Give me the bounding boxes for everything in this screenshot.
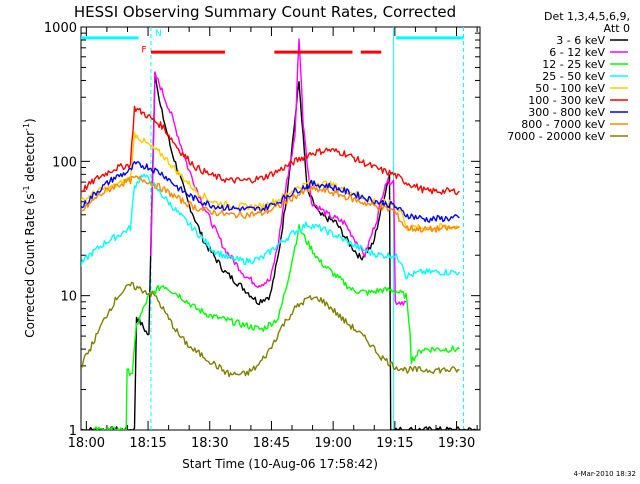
y-tick-label: 1 — [69, 424, 77, 439]
plot-frame — [80, 26, 481, 431]
x-tick-label: 18:00 — [68, 436, 105, 451]
series-line-4 — [81, 131, 460, 232]
y-tick-label: 1000 — [44, 21, 77, 36]
x-axis-label: Start Time (10-Aug-06 17:58:42) — [182, 457, 378, 471]
svg-text:Corrected Count Rate (s-1 dete: Corrected Count Rate (s-1 detector-1) — [22, 118, 37, 337]
legend-header-line: Det 1,3,4,5,6,9, — [544, 10, 630, 23]
chart-title: HESSI Observing Summary Count Rates, Cor… — [74, 3, 456, 21]
series-line-5 — [81, 105, 460, 196]
ylabel-part-mid: detector — [23, 131, 37, 186]
legend-entry-label: 50 - 100 keV — [535, 82, 605, 95]
legend-entry-label: 7000 - 20000 keV — [507, 130, 605, 143]
x-tick-label: 19:00 — [314, 436, 351, 451]
series-line-1 — [150, 38, 407, 306]
legend-entry-label: 12 - 25 keV — [542, 58, 605, 71]
y-axis-label: Corrected Count Rate (s-1 detector-1) — [22, 118, 37, 337]
legend-entry-label: 25 - 50 keV — [542, 70, 605, 83]
series-line-3 — [81, 173, 461, 280]
y-tick-label: 10 — [60, 290, 77, 305]
ylabel-sup-1: -1 — [22, 185, 31, 193]
x-tick-label: 18:45 — [253, 436, 290, 451]
data-layer: FN — [81, 27, 480, 430]
plot-area: 1 10 100 1000 18:00 18:15 18:30 18:45 19:00 19:15… — [44, 21, 481, 451]
ylabel-part-end: ) — [23, 118, 37, 123]
legend-entry-label: 800 - 7000 keV — [521, 118, 605, 131]
flag-label: N — [155, 29, 162, 39]
series-line-2 — [93, 224, 460, 430]
x-tick-label: 19:15 — [376, 436, 413, 451]
x-tick-label: 18:30 — [191, 436, 228, 451]
timestamp-footnote: 4-Mar-2010 18:32 — [574, 470, 636, 478]
series-line-0 — [81, 71, 480, 430]
y-tick-label: 100 — [52, 155, 77, 170]
series-line-7 — [81, 175, 460, 233]
x-tick-label: 19:30 — [438, 436, 475, 451]
flag-label: F — [141, 45, 146, 55]
series-line-6 — [81, 161, 460, 223]
ylabel-sup-2: -1 — [22, 123, 31, 131]
legend-header-line: Att 0 — [604, 22, 630, 35]
series-line-8 — [81, 281, 460, 378]
legend-entry-label: 6 - 12 keV — [549, 46, 605, 59]
ylabel-part-main: Corrected Count Rate (s — [23, 193, 37, 337]
x-tick-label: 18:15 — [129, 436, 166, 451]
legend-entry-label: 3 - 6 keV — [556, 34, 605, 47]
legend-entry-label: 100 - 300 keV — [528, 94, 605, 107]
legend-entry-label: 300 - 800 keV — [528, 106, 605, 119]
